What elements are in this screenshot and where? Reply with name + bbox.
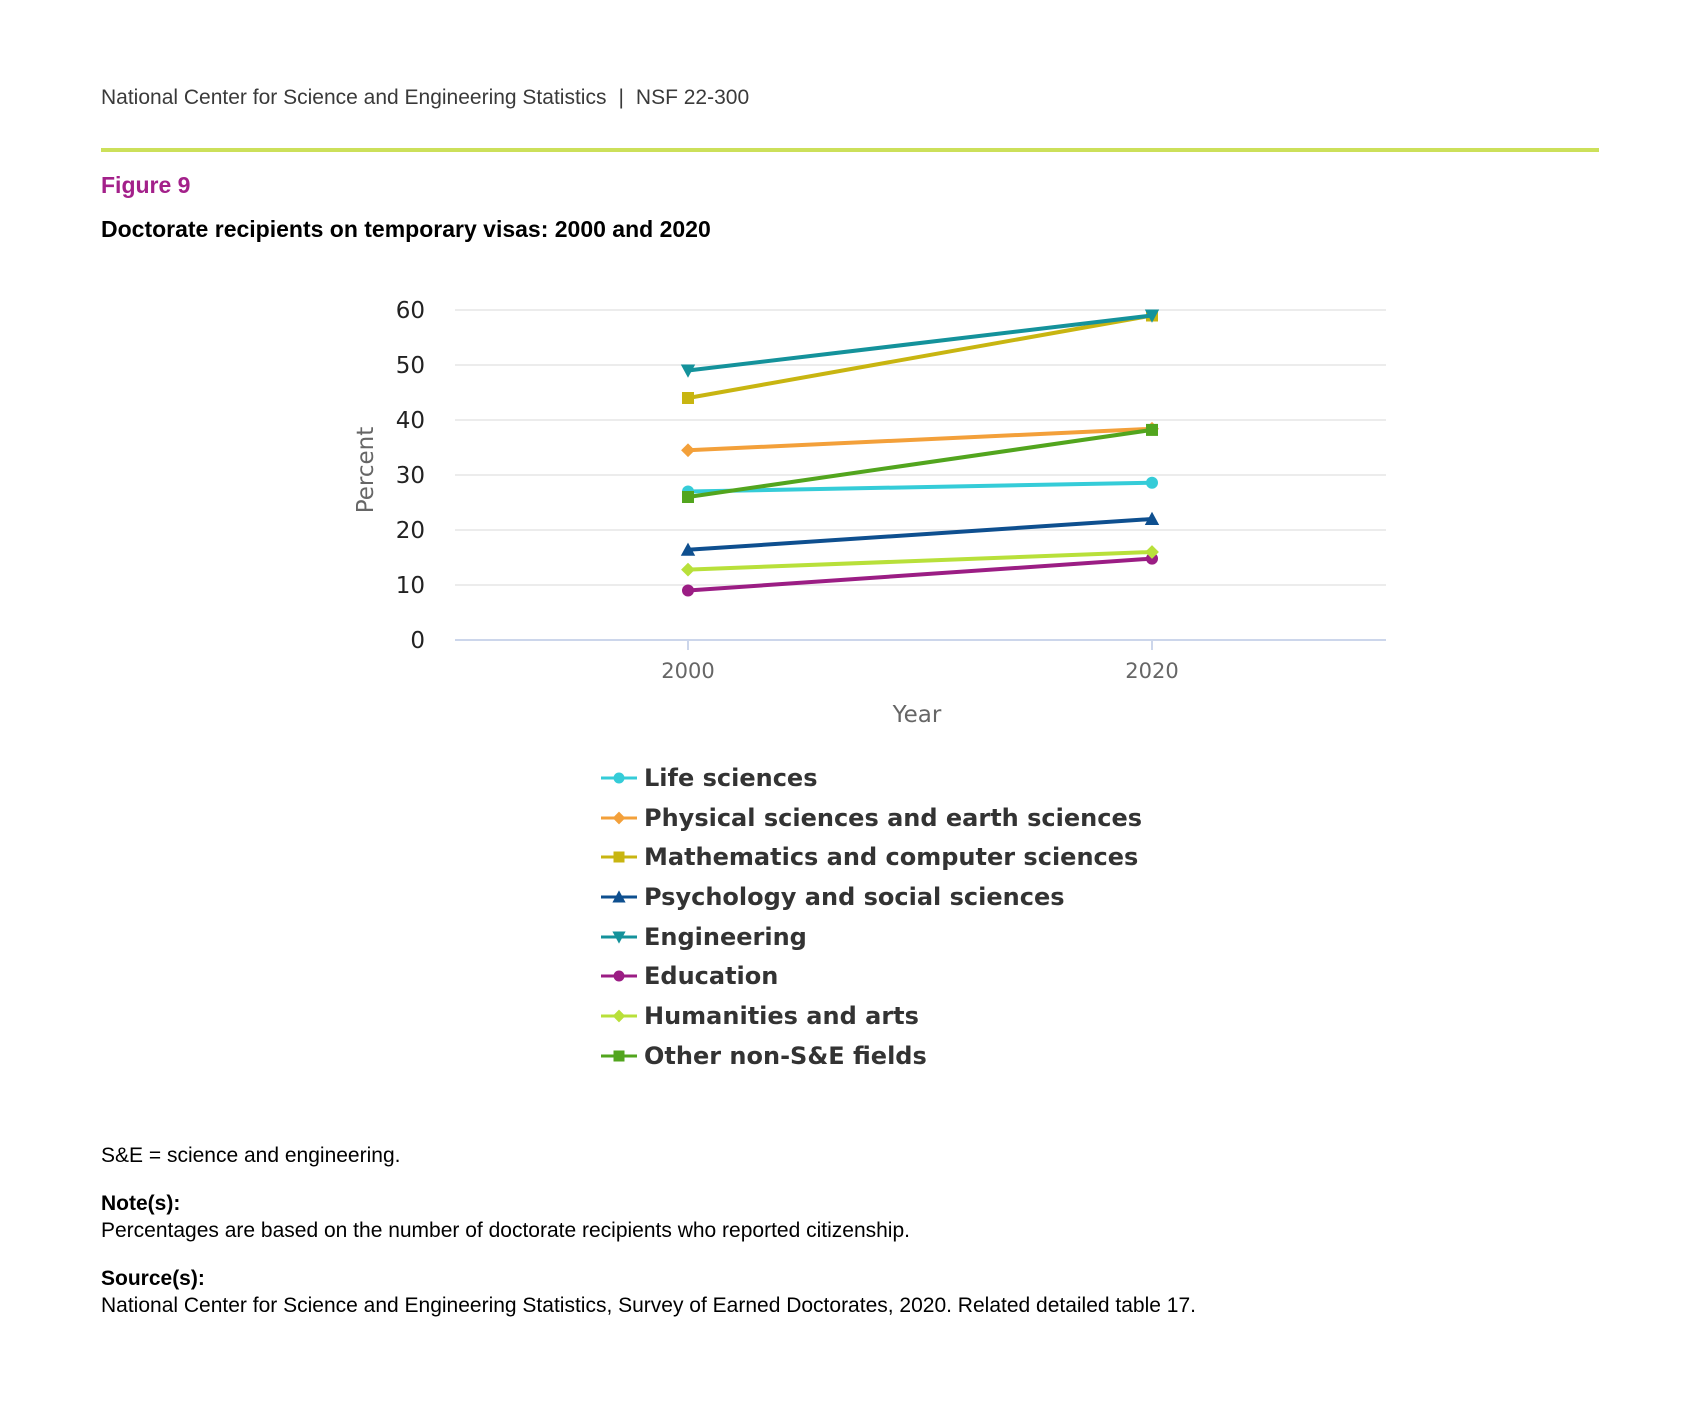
legend-item[interactable]: Education: [600, 956, 1142, 996]
abbreviation-note: S&E = science and engineering.: [101, 1144, 401, 1167]
data-point: [680, 364, 696, 378]
legend-label: Education: [644, 962, 779, 991]
series-line: [687, 426, 1153, 453]
org-name: National Center for Science and Engineer…: [101, 86, 607, 109]
legend-marker: [612, 931, 626, 944]
legend-label: Other non-S&E fields: [644, 1041, 927, 1070]
data-point: [1144, 511, 1160, 525]
notes-heading: Note(s):: [101, 1192, 181, 1215]
series-4: [680, 309, 1160, 378]
y-tick-label: 60: [396, 298, 425, 324]
data-point: [681, 443, 695, 458]
legend-symbol: [601, 811, 637, 824]
data-point: [681, 562, 695, 577]
data-point: [1146, 476, 1158, 489]
legend-marker: [613, 1050, 625, 1062]
data-point: [682, 584, 694, 597]
notes-text: Percentages are based on the number of d…: [101, 1219, 910, 1242]
x-tick-label: 2020: [1125, 659, 1178, 683]
series-line: [687, 517, 1153, 552]
chart-legend: Life sciences Physical sciences and earth…: [600, 758, 1142, 1076]
y-tick-label: 20: [396, 518, 425, 544]
legend-marker: [613, 772, 625, 784]
series-line: [687, 427, 1153, 499]
legend-marker: [612, 811, 626, 824]
legend-item[interactable]: Mathematics and computer sciences: [600, 837, 1142, 877]
line-chart: 0 10 20 30 40 50 60 2000 2020 Percent Year: [353, 298, 1386, 728]
header-separator: |: [618, 86, 624, 109]
x-axis-ticks: 2000 2020: [661, 640, 1179, 683]
legend-symbol: [601, 1009, 637, 1023]
legend-marker: [613, 851, 625, 863]
x-axis-title: Year: [892, 702, 942, 728]
series-line: [687, 550, 1153, 572]
source-text: National Center for Science and Engineer…: [101, 1294, 1196, 1317]
legend-label: Engineering: [644, 922, 807, 951]
legend-item[interactable]: Humanities and arts: [600, 996, 1142, 1036]
source-heading: Source(s):: [101, 1267, 205, 1290]
legend-marker: [612, 890, 626, 903]
header-rule: [101, 148, 1599, 152]
legend-item[interactable]: Psychology and social sciences: [600, 877, 1142, 917]
legend-item[interactable]: Physical sciences and earth sciences: [600, 798, 1142, 838]
chart-series: [680, 309, 1160, 597]
series-line: [687, 313, 1153, 400]
legend-label: Psychology and social sciences: [644, 882, 1065, 911]
series-6: [681, 545, 1159, 577]
y-tick-label: 10: [396, 573, 425, 599]
legend-symbol: [601, 851, 637, 863]
legend-item[interactable]: Life sciences: [600, 758, 1142, 798]
data-point: [682, 392, 694, 404]
report-id: NSF 22-300: [635, 86, 750, 109]
y-tick-label: 0: [410, 628, 425, 654]
data-point: [680, 542, 696, 556]
y-axis-title: Percent: [353, 427, 379, 514]
legend-symbol: [601, 772, 637, 784]
y-tick-label: 50: [396, 353, 425, 379]
legend-label: Physical sciences and earth sciences: [644, 803, 1143, 832]
report-header: National Center for Science and Engineer…: [101, 86, 749, 110]
y-axis-ticks: 0 10 20 30 40 50 60: [396, 298, 425, 654]
y-tick-label: 30: [396, 463, 425, 489]
legend-symbol: [601, 1050, 637, 1062]
legend-label: Humanities and arts: [644, 1001, 919, 1030]
data-point: [1146, 423, 1158, 436]
legend-marker: [612, 1009, 626, 1023]
figure-title: Doctorate recipients on temporary visas:…: [101, 216, 711, 242]
legend-marker: [613, 970, 625, 982]
legend-item[interactable]: Engineering: [600, 917, 1142, 957]
data-point: [682, 491, 694, 503]
legend-symbol: [601, 931, 637, 944]
legend-label: Life sciences: [644, 763, 818, 792]
legend-symbol: [601, 970, 637, 982]
legend-item[interactable]: Other non-S&E fields: [600, 1036, 1142, 1076]
series-line: [687, 556, 1153, 593]
y-tick-label: 40: [396, 408, 425, 434]
data-point: [1144, 309, 1160, 323]
figure-label: Figure 9: [101, 172, 191, 198]
series-line: [687, 480, 1153, 494]
x-tick-label: 2000: [661, 659, 714, 683]
series-7: [682, 423, 1158, 503]
series-3: [680, 511, 1160, 556]
legend-symbol: [601, 890, 637, 903]
chart-gridlines: [455, 309, 1386, 641]
series-line: [687, 313, 1153, 373]
data-point: [1145, 545, 1159, 559]
legend-label: Mathematics and computer sciences: [644, 843, 1139, 872]
